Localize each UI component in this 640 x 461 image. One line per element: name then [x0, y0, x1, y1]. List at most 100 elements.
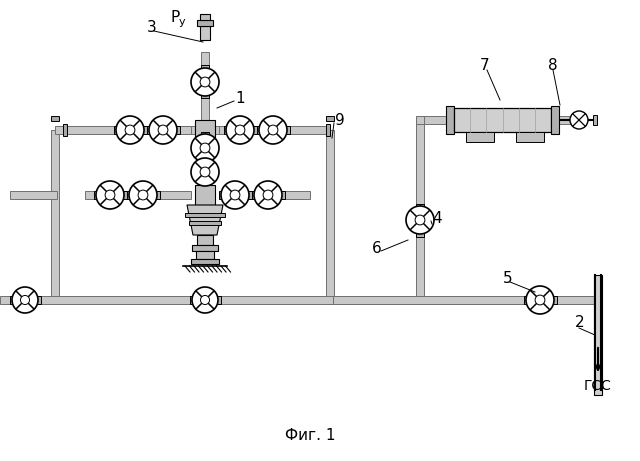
Bar [280, 191, 285, 199]
Circle shape [158, 125, 168, 135]
Circle shape [235, 125, 245, 135]
Bar [201, 183, 209, 189]
Text: 4: 4 [432, 211, 442, 225]
Bar [35, 296, 40, 304]
Bar [85, 191, 191, 199]
Circle shape [200, 296, 209, 305]
Circle shape [230, 190, 240, 200]
Circle shape [254, 181, 282, 209]
Bar [189, 296, 195, 304]
Bar [218, 191, 223, 199]
Bar [51, 130, 59, 300]
Circle shape [125, 125, 135, 135]
Text: 6: 6 [372, 241, 381, 255]
Circle shape [138, 190, 148, 200]
Bar [65, 126, 191, 134]
Circle shape [200, 143, 210, 153]
Bar [551, 106, 559, 134]
Bar [201, 131, 209, 136]
Bar [147, 126, 152, 134]
Bar [420, 116, 580, 124]
Text: 9: 9 [335, 112, 345, 128]
Circle shape [12, 287, 38, 313]
Text: 8: 8 [548, 58, 557, 72]
Bar [55, 126, 330, 134]
Bar [219, 126, 328, 134]
Bar [0, 296, 598, 304]
Bar [154, 191, 159, 199]
Bar [416, 203, 424, 208]
Polygon shape [187, 205, 223, 235]
Bar [122, 191, 127, 199]
Bar [93, 191, 99, 199]
Bar [416, 120, 424, 300]
Bar [257, 126, 262, 134]
Bar [223, 126, 228, 134]
Text: у: у [179, 17, 186, 27]
Text: ГСС: ГСС [584, 379, 612, 393]
Circle shape [406, 206, 434, 234]
Text: Р: Р [170, 10, 179, 25]
Circle shape [191, 134, 219, 162]
Bar [185, 213, 225, 217]
Circle shape [105, 190, 115, 200]
Bar [285, 126, 289, 134]
Circle shape [191, 68, 219, 96]
Bar [175, 126, 179, 134]
Circle shape [192, 287, 218, 313]
Bar [200, 26, 210, 40]
Bar [416, 231, 424, 236]
Bar [195, 120, 215, 140]
Circle shape [191, 158, 219, 186]
Bar [195, 185, 215, 205]
Circle shape [570, 111, 588, 129]
Bar [454, 108, 551, 132]
Bar [516, 132, 544, 142]
Bar [63, 124, 67, 136]
Circle shape [526, 286, 554, 314]
Bar [192, 245, 218, 251]
Bar [201, 52, 209, 200]
Circle shape [268, 125, 278, 135]
Bar [10, 191, 57, 199]
Circle shape [149, 116, 177, 144]
Bar [141, 126, 147, 134]
Bar [127, 191, 131, 199]
Bar [113, 126, 118, 134]
Text: 7: 7 [480, 58, 490, 72]
Bar [197, 235, 213, 245]
Text: 5: 5 [503, 271, 513, 285]
Bar [200, 14, 210, 20]
Bar [326, 116, 334, 121]
Text: 2: 2 [575, 314, 584, 330]
Bar [189, 221, 221, 225]
Bar [524, 296, 529, 304]
Bar [10, 296, 15, 304]
Bar [593, 115, 597, 125]
Bar [191, 259, 219, 264]
Circle shape [221, 181, 249, 209]
Bar [416, 116, 424, 124]
Bar [446, 106, 454, 134]
Circle shape [535, 295, 545, 305]
Circle shape [129, 181, 157, 209]
Bar [201, 94, 209, 99]
Circle shape [96, 181, 124, 209]
Bar [326, 124, 330, 136]
Circle shape [415, 215, 425, 225]
Bar [252, 126, 257, 134]
Circle shape [226, 116, 254, 144]
Bar [246, 191, 252, 199]
Circle shape [200, 77, 210, 87]
Bar [216, 296, 221, 304]
Text: 3: 3 [147, 20, 157, 35]
Bar [252, 191, 257, 199]
Circle shape [20, 296, 29, 305]
Bar [201, 65, 209, 71]
Circle shape [259, 116, 287, 144]
Bar [201, 160, 209, 165]
Bar [333, 296, 602, 304]
Bar [326, 130, 334, 300]
Text: Фиг. 1: Фиг. 1 [285, 427, 335, 443]
Bar [594, 275, 602, 395]
